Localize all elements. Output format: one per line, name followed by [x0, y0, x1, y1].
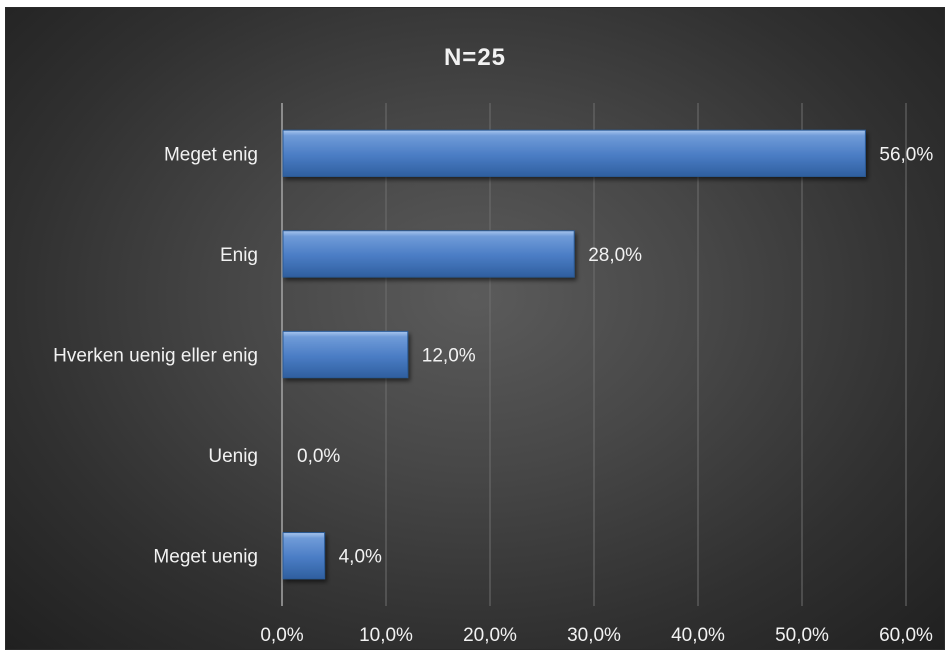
chart-title: N=25: [443, 44, 507, 71]
x-tick-label: 60,0%: [879, 625, 933, 646]
data-label: 4,0%: [339, 547, 382, 568]
gridlines: [385, 103, 907, 606]
data-label: 56,0%: [879, 144, 933, 165]
data-label: 0,0%: [297, 446, 340, 467]
bar: [282, 330, 409, 379]
x-tick-label: 40,0%: [671, 625, 725, 646]
category-labels: Meget enig Enig Hverken uenig eller enig Ue…: [53, 144, 258, 567]
x-tick-label: 20,0%: [463, 625, 517, 646]
chart-area: N=25 Meget enig Enig Hverken uenig eller e…: [5, 7, 945, 650]
data-labels: 56,0% 28,0% 12,0% 0,0% 4,0%: [297, 144, 933, 567]
data-label: 28,0%: [588, 245, 642, 266]
data-label: 12,0%: [422, 346, 476, 367]
bar: [282, 230, 575, 278]
x-tick-label: 50,0%: [775, 625, 829, 646]
bars: [282, 129, 866, 580]
plot-area: Meget enig Enig Hverken uenig eller enig Ue…: [53, 103, 933, 646]
bar: [282, 129, 866, 177]
category-label: Uenig: [208, 446, 258, 467]
x-axis-tick-labels: 0,0% 10,0% 20,0% 30,0% 40,0% 50,0% 60,0%: [260, 625, 933, 646]
x-tick-label: 30,0%: [567, 625, 621, 646]
category-label: Enig: [220, 245, 258, 266]
x-tick-label: 10,0%: [359, 625, 413, 646]
category-label: Hverken uenig eller enig: [53, 346, 258, 367]
bar: [282, 532, 326, 580]
category-label: Meget enig: [164, 144, 258, 165]
x-tick-label: 0,0%: [260, 625, 303, 646]
category-label: Meget uenig: [153, 547, 258, 568]
